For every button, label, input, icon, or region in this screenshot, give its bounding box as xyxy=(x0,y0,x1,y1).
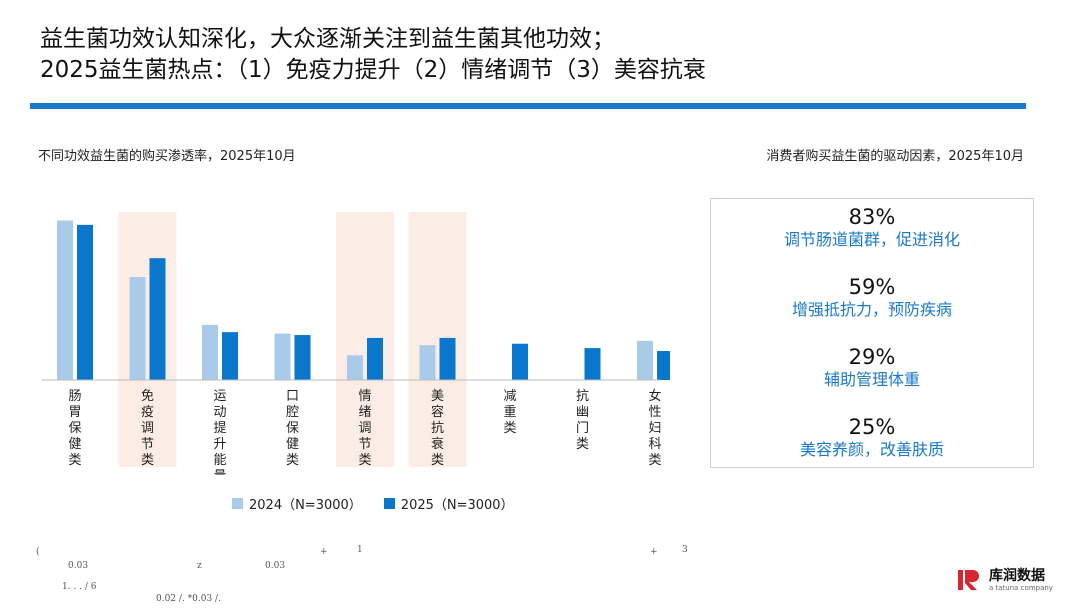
bar-2024 xyxy=(347,355,363,380)
driver-label: 辅助管理体重 xyxy=(823,370,920,389)
highlight-band xyxy=(336,212,394,467)
title-divider xyxy=(30,103,1026,109)
logo-mark-icon xyxy=(958,570,979,590)
penetration-bar-chart: 肠胃保健类 免疫调节类 运动提升能量类 口腔保健类 情绪调节类 美容抗衰类 减重类 抗幽门类 女… xyxy=(42,212,670,475)
bar-2024 xyxy=(202,324,218,380)
category-label: 减重类 xyxy=(503,389,516,436)
footnote-text: 1. . . / 6 xyxy=(62,582,97,592)
bar-2025 xyxy=(367,337,383,380)
bar-2025 xyxy=(222,332,238,380)
driver-percent: 59% xyxy=(848,275,896,299)
drivers-title: 消费者购买益生菌的驱动因素，2025年10月 xyxy=(766,149,1024,164)
bar-2024 xyxy=(57,220,73,380)
driver-item: 29% 辅助管理体重 xyxy=(711,345,1033,391)
driver-percent: 29% xyxy=(848,345,896,369)
category-label: 抗幽门类 xyxy=(576,389,589,452)
driver-label: 美容养颜，改善肤质 xyxy=(799,440,944,459)
bar-2024 xyxy=(637,340,653,380)
company-logo: 库润数据 a tatuna company xyxy=(957,567,1053,593)
legend-item-2024: 2024（N=3000） xyxy=(232,494,362,513)
driver-label: 调节肠道菌群，促进消化 xyxy=(783,230,960,249)
page-title: 益生菌功效认知深化，大众逐渐关注到益生菌其他功效； 2025益生菌热点：（1）免… xyxy=(40,24,1040,86)
bar-2025 xyxy=(584,348,601,380)
footnote-mark: + xyxy=(650,547,658,557)
category-label: 肠胃保健类 xyxy=(68,389,81,468)
logo-name: 库润数据 xyxy=(989,567,1045,584)
driver-item: 25% 美容养颜，改善肤质 xyxy=(711,415,1033,461)
footnote-text: z xyxy=(197,561,202,571)
driver-item: 59% 增强抵抗力，预防疾病 xyxy=(711,275,1033,321)
category-label: 免疫调节类 xyxy=(141,389,154,468)
legend-label-2024: 2024（N=3000） xyxy=(249,498,362,513)
legend-label-2025: 2025（N=3000） xyxy=(400,498,514,513)
footnote-mark: 3 xyxy=(682,545,688,555)
category-label: 女性妇科类 xyxy=(648,388,661,468)
logo-subtitle: a tatuna company xyxy=(989,583,1053,592)
bar-2025 xyxy=(294,335,311,380)
chart-title: 不同功效益生菌的购买渗透率，2025年10月 xyxy=(38,149,296,164)
footnote-text: 0.03 xyxy=(265,561,286,571)
legend-swatch-2025 xyxy=(383,498,395,509)
category-label: 美容抗衰类 xyxy=(431,389,444,468)
highlight-band xyxy=(118,212,177,467)
bar-2025 xyxy=(657,351,670,380)
category-label: 情绪调节类 xyxy=(358,389,371,468)
footnote-text: 0.02 /. *0.03 /. xyxy=(156,594,221,604)
category-label: 运动提升能量类 xyxy=(213,389,226,475)
driver-item: 83% 调节肠道菌群，促进消化 xyxy=(711,205,1033,251)
bar-2025 xyxy=(149,258,166,380)
highlight-band xyxy=(408,212,467,467)
bar-2025 xyxy=(439,337,456,380)
footnote-mark: ( xyxy=(36,547,40,557)
category-label: 口腔保健类 xyxy=(286,389,299,468)
driver-percent: 83% xyxy=(848,205,896,229)
bar-2024 xyxy=(419,345,436,380)
bar-2025 xyxy=(77,224,93,380)
title-line-1: 益生菌功效认知深化，大众逐渐关注到益生菌其他功效； xyxy=(40,26,615,52)
footnote-text: 0.03 xyxy=(68,561,89,571)
driver-percent: 25% xyxy=(848,415,896,439)
bar-2024 xyxy=(129,277,146,380)
legend-item-2025: 2025（N=3000） xyxy=(383,494,514,513)
drivers-panel: 83% 调节肠道菌群，促进消化 59% 增强抵抗力，预防疾病 29% 辅助管理体… xyxy=(710,198,1034,468)
legend-swatch-2024 xyxy=(232,498,243,509)
bar-2024 xyxy=(274,333,291,380)
chart-legend: 2024（N=3000） 2025（N=3000） xyxy=(232,494,536,513)
bar-2025 xyxy=(512,343,528,380)
footnote-mark: 1 xyxy=(357,545,363,555)
driver-label: 增强抵抗力，预防疾病 xyxy=(791,300,952,319)
footnote-mark: + xyxy=(320,547,328,557)
title-line-2: 2025益生菌热点：（1）免疫力提升（2）情绪调节（3）美容抗衰 xyxy=(40,57,706,83)
